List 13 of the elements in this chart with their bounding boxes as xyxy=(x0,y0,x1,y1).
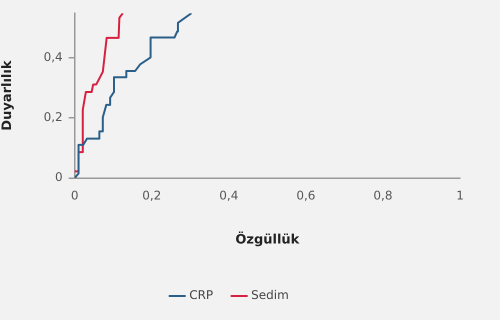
legend-label: Sedim xyxy=(251,288,289,302)
x-axis-title: Özgüllük xyxy=(235,230,300,248)
x-tick-label: 0 xyxy=(70,188,79,202)
y-tick-label: 0,2 xyxy=(44,110,63,124)
y-tick-label: 0 xyxy=(55,170,63,184)
legend-label: CRP xyxy=(189,288,214,302)
x-tick-label: 0,6 xyxy=(296,188,316,202)
y-axis-title: Duyarlılık xyxy=(0,60,16,131)
x-tick-label: 0,2 xyxy=(142,188,162,202)
y-tick-label: 0,4 xyxy=(44,50,63,64)
x-tick-label: 1 xyxy=(456,188,464,202)
x-tick-label: 0,4 xyxy=(219,188,238,202)
x-tick-label: 0,8 xyxy=(373,188,392,202)
